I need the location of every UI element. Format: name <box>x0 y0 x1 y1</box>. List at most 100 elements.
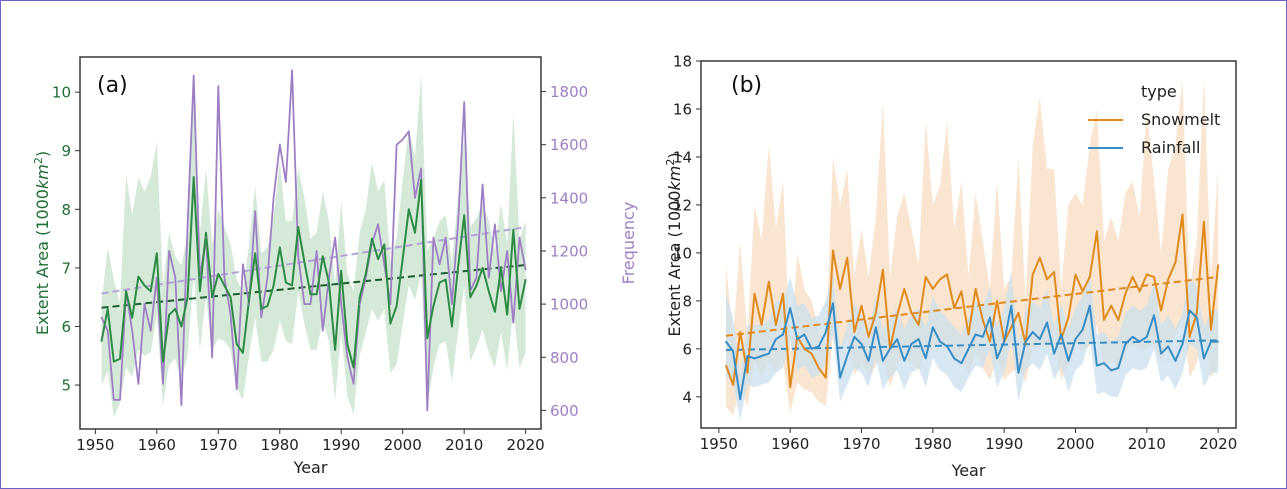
rainfall-point <box>1217 340 1219 343</box>
panel-b-y-tick-label: 18 <box>673 53 692 71</box>
rainfall-point <box>1203 357 1205 360</box>
extent-area-point <box>365 273 367 275</box>
extent-area-point <box>352 366 355 369</box>
extent-area-point <box>260 308 263 310</box>
rainfall-point <box>1124 343 1127 345</box>
rainfall-point <box>1039 338 1041 341</box>
snowmelt-point <box>1210 328 1212 331</box>
snowmelt-point <box>1081 290 1084 293</box>
panel-a-y2-tick-label: 1000 <box>550 296 588 314</box>
snowmelt-point <box>1131 276 1134 278</box>
rainfall-point <box>903 360 906 362</box>
snowmelt-point <box>910 312 913 314</box>
panel-a-y2-tick-label: 1800 <box>550 83 588 101</box>
frequency-point <box>260 316 263 319</box>
extent-area-point <box>100 340 103 342</box>
panel-a-y-tick-label: 8 <box>61 201 71 219</box>
snowmelt-point <box>1089 276 1091 278</box>
extent-area-point <box>395 305 398 307</box>
frequency-trend-line <box>101 226 526 295</box>
snowmelt-point <box>1153 276 1155 278</box>
rainfall-point <box>1160 352 1162 355</box>
rainfall-point <box>1117 367 1120 369</box>
snowmelt-point <box>1010 326 1013 329</box>
legend-title: type <box>1141 82 1177 101</box>
extent-area-point <box>248 299 250 301</box>
frequency-point <box>432 236 435 239</box>
frequency-point <box>297 255 300 258</box>
frequency-point <box>334 236 336 239</box>
frequency-point <box>180 404 183 406</box>
snowmelt-point <box>1124 292 1127 295</box>
snowmelt-point <box>739 331 741 333</box>
snowmelt-point <box>882 268 884 271</box>
frequency-point <box>524 268 527 271</box>
rainfall-point <box>732 350 734 353</box>
rainfall-point <box>875 326 877 329</box>
frequency-point <box>444 236 447 239</box>
rainfall-line <box>725 302 1219 401</box>
snowmelt-point <box>1174 261 1177 264</box>
rainfall-point <box>989 316 991 319</box>
panel-a-y-tick-label: 10 <box>52 84 71 102</box>
extent-area-point <box>371 237 373 240</box>
snowmelt-point <box>917 324 920 326</box>
extent-area-point <box>469 296 472 299</box>
extent-area-point <box>131 316 133 319</box>
rainfall-point <box>946 345 948 348</box>
rainfall-point <box>1067 360 1070 362</box>
rainfall-point <box>1110 369 1112 372</box>
snowmelt-point <box>725 364 727 367</box>
extent-area-point <box>500 267 502 269</box>
rainfall-point <box>782 333 784 336</box>
rainfall-point <box>1024 340 1027 343</box>
panel-a-lines-layer <box>100 69 527 412</box>
legend-label-snowmelt: Snowmelt <box>1141 110 1220 129</box>
panel-b-lines-layer <box>725 213 1220 401</box>
frequency-point <box>149 329 152 332</box>
panel-b-x-ticks: 1950 1960 1970 1980 1990 2000 2010 2020 <box>700 428 1237 453</box>
snowmelt-point <box>967 333 970 336</box>
extent-area-point <box>432 305 435 307</box>
rainfall-point <box>1031 331 1034 333</box>
extent-area-point <box>180 325 183 328</box>
extent-area-point <box>346 343 349 345</box>
snowmelt-line <box>725 213 1220 389</box>
panel-b-x-tick-label: 1950 <box>700 435 738 453</box>
panel-a-y-ticks: 5 6 7 8 9 10 <box>52 84 80 395</box>
snowmelt-point <box>789 386 791 389</box>
frequency-point <box>137 383 140 385</box>
snowmelt-point <box>1046 278 1048 281</box>
extent-area-point <box>420 179 422 181</box>
panel-a-y-tick-label: 6 <box>61 318 71 336</box>
extent-area-point <box>328 281 330 284</box>
panel-b-y-tick-label: 6 <box>682 340 692 358</box>
panel-b-band-layer <box>726 77 1219 421</box>
extent-area-point <box>315 293 318 296</box>
panel-b-y-axis-label-close: ) <box>665 152 684 158</box>
frequency-point <box>500 290 502 292</box>
extent-area-point <box>377 258 379 260</box>
frequency-point <box>272 197 275 199</box>
frequency-point <box>248 303 250 305</box>
extent-area-point <box>389 322 392 325</box>
extent-area-point <box>192 176 195 178</box>
rainfall-point <box>924 357 927 360</box>
snowmelt-point <box>1031 273 1034 276</box>
rainfall-point <box>967 348 970 350</box>
snowmelt-point <box>924 276 927 278</box>
frequency-point <box>475 276 478 279</box>
rainfall-point <box>932 326 934 329</box>
panel-b-x-tick-label: 2020 <box>1199 435 1237 453</box>
frequency-point <box>199 276 201 279</box>
rainfall-confidence-band <box>726 272 1219 421</box>
rainfall-point <box>796 338 799 341</box>
frequency-point <box>309 303 312 305</box>
rainfall-point <box>1153 314 1155 317</box>
snowmelt-point <box>1060 338 1062 341</box>
rainfall-point <box>867 360 870 362</box>
panel-a-y-axis-label-text: Extent Area (1000 <box>33 189 52 335</box>
frequency-point <box>481 183 484 186</box>
rainfall-point <box>996 357 998 360</box>
rainfall-point <box>1181 343 1184 345</box>
